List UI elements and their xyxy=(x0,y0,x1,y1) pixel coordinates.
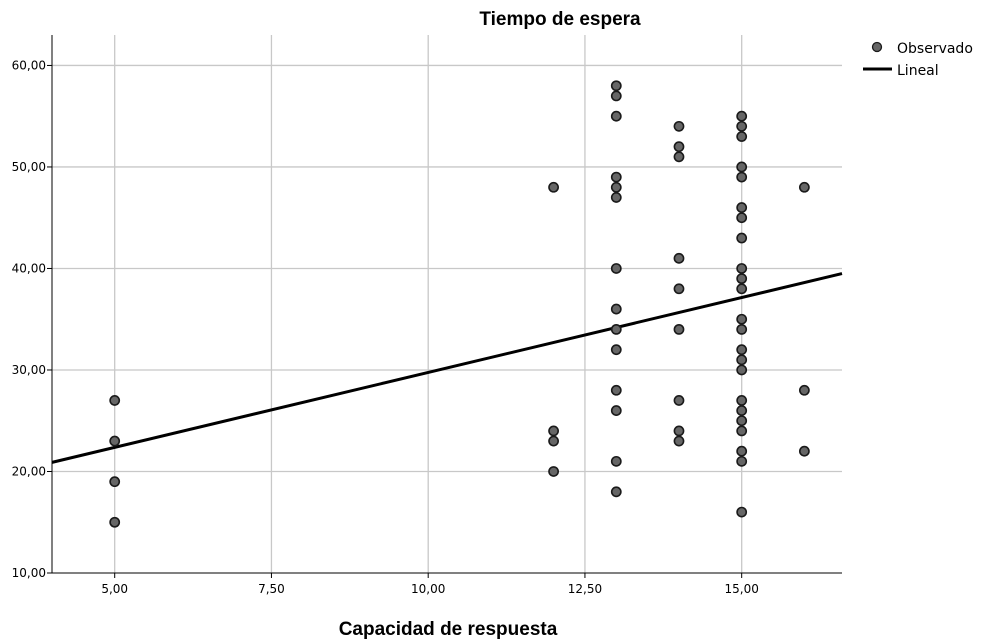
data-point xyxy=(736,344,748,356)
data-point xyxy=(736,364,748,376)
data-point xyxy=(798,384,810,396)
legend: Observado Lineal xyxy=(863,41,973,79)
chart-title: Tiempo de espera xyxy=(479,9,641,30)
y-tick-label: 20,00 xyxy=(12,464,46,478)
data-point xyxy=(673,141,685,153)
data-point xyxy=(736,263,748,274)
data-point xyxy=(610,263,622,274)
data-point xyxy=(610,171,622,183)
legend-marker-observado xyxy=(871,41,883,53)
x-tick-label: 7,50 xyxy=(258,582,285,596)
data-point xyxy=(548,435,559,447)
data-point xyxy=(548,181,559,193)
fit-line-lineal xyxy=(51,272,843,464)
data-point xyxy=(610,323,622,335)
data-point xyxy=(673,151,685,163)
fit-line-layer xyxy=(51,272,843,464)
data-point xyxy=(610,90,622,102)
data-point xyxy=(673,435,685,447)
data-point xyxy=(109,395,121,406)
y-tick-label: 60,00 xyxy=(12,58,46,72)
y-tick-label: 30,00 xyxy=(12,363,46,377)
x-tick-label: 12,50 xyxy=(568,582,602,596)
data-point xyxy=(736,161,748,173)
x-axis-label: Capacidad de respuesta xyxy=(339,619,558,640)
data-point xyxy=(736,506,748,518)
data-point xyxy=(673,323,685,335)
data-point xyxy=(610,192,622,203)
y-tick-label: 40,00 xyxy=(12,261,46,275)
data-point xyxy=(736,323,748,335)
data-point xyxy=(736,120,748,132)
data-point xyxy=(736,131,748,142)
data-point xyxy=(548,425,559,437)
data-point xyxy=(673,283,685,295)
tick-labels: 5,00 7,50 10,00 12,50 15,00 10,00 20,00 30,00 40… xyxy=(12,58,759,596)
axes xyxy=(51,35,842,574)
data-point xyxy=(736,445,748,457)
data-point xyxy=(610,80,622,92)
legend-label-lineal: Lineal xyxy=(897,63,939,79)
gridlines xyxy=(52,35,842,573)
data-point xyxy=(798,445,810,457)
data-point xyxy=(610,486,622,498)
x-tick-label: 15,00 xyxy=(725,582,759,596)
data-point xyxy=(109,435,121,447)
data-point xyxy=(736,171,748,183)
data-point xyxy=(736,455,748,467)
data-point xyxy=(736,415,748,427)
data-point xyxy=(673,252,685,264)
data-point xyxy=(736,202,748,213)
legend-label-observado: Observado xyxy=(897,41,973,57)
data-points xyxy=(109,80,810,528)
data-point xyxy=(610,344,622,356)
data-point xyxy=(736,212,748,224)
data-point xyxy=(736,283,748,295)
data-point xyxy=(736,232,748,244)
data-point xyxy=(610,110,622,122)
data-point xyxy=(610,384,622,396)
data-point xyxy=(736,354,748,366)
y-tick-label: 10,00 xyxy=(12,566,46,580)
y-tick-label: 50,00 xyxy=(12,160,46,174)
data-point xyxy=(548,466,559,477)
data-point xyxy=(736,273,748,285)
data-point xyxy=(109,516,121,528)
x-tick-label: 10,00 xyxy=(411,582,445,596)
data-point xyxy=(610,303,622,315)
data-point xyxy=(673,395,685,406)
data-point xyxy=(610,181,622,193)
data-point xyxy=(610,455,622,467)
data-point xyxy=(736,395,748,406)
data-point xyxy=(736,405,748,416)
data-point xyxy=(736,425,748,437)
data-point xyxy=(673,425,685,437)
data-point xyxy=(109,476,121,488)
data-point xyxy=(798,181,810,193)
data-point xyxy=(736,313,748,325)
data-point xyxy=(610,405,622,416)
data-point xyxy=(673,120,685,132)
data-point xyxy=(736,110,748,122)
x-tick-label: 5,00 xyxy=(101,582,128,596)
